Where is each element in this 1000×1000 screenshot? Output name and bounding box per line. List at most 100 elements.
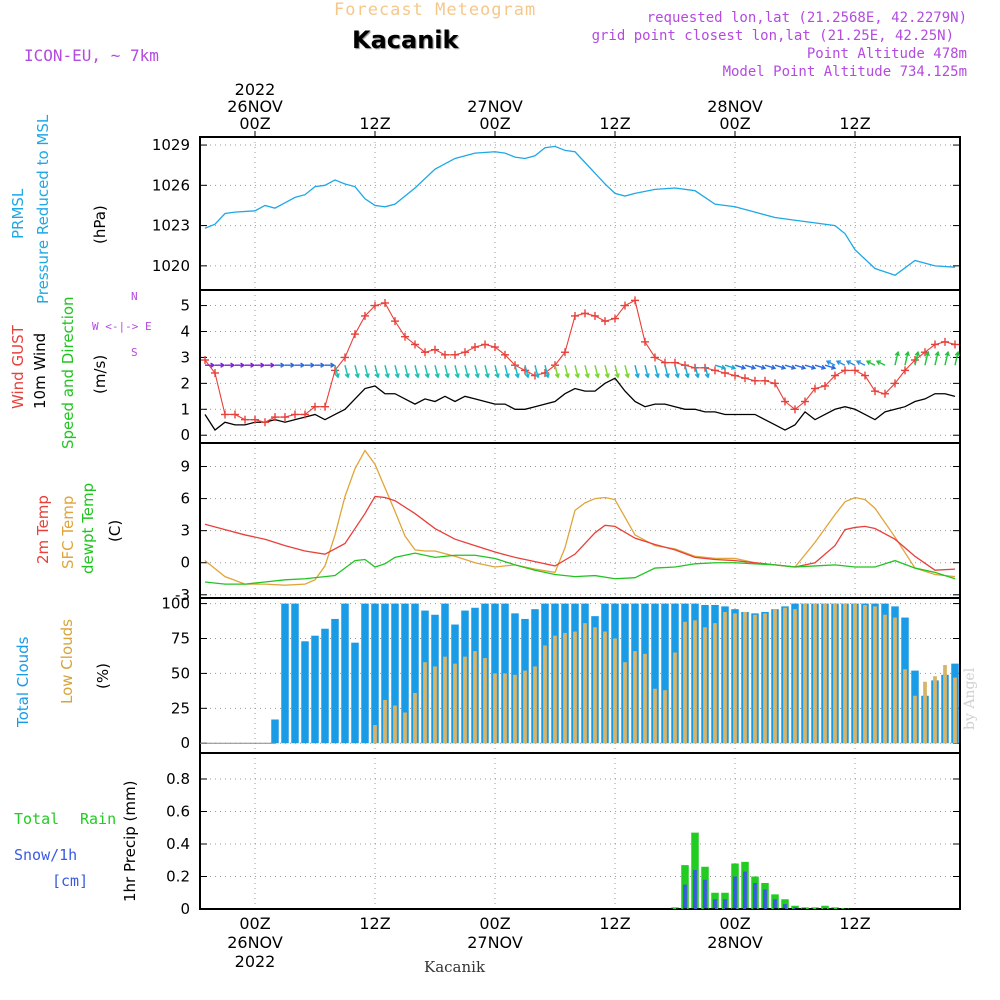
wind-direction-arrowhead — [544, 373, 550, 379]
wind-direction-arrowhead — [330, 362, 336, 368]
wind-direction-arrow — [904, 352, 909, 366]
wind-direction-arrow — [604, 365, 609, 378]
low-cloud-bar — [493, 673, 497, 744]
wind-direction-arrow — [524, 365, 529, 378]
y-tick-label: 0 — [180, 554, 190, 572]
wind-direction-arrow — [454, 365, 459, 378]
low-cloud-bar — [513, 674, 517, 744]
low-cloud-bar — [383, 699, 387, 744]
wind-direction-arrow — [514, 365, 519, 378]
wind-direction-arrowhead — [354, 373, 360, 379]
wind-direction-arrow — [584, 365, 589, 378]
top-time-label: 12Z — [359, 114, 390, 133]
low-cloud-bar — [783, 607, 787, 744]
low-cloud-bar — [553, 635, 557, 744]
wind-direction-arrowhead — [835, 360, 842, 365]
bottom-time-label: 12Z — [599, 914, 630, 933]
snow-bar — [683, 884, 687, 909]
wind-direction-arrowhead — [770, 364, 777, 370]
rain-bar — [811, 907, 819, 909]
wind-direction-arrowhead — [614, 373, 620, 379]
low-cloud-bar — [593, 627, 597, 744]
y-tick-label: 3 — [180, 348, 190, 366]
low-cloud-bar — [893, 617, 897, 744]
wind-direction-arrowhead — [720, 364, 727, 370]
wind-direction-arrowhead — [534, 373, 540, 379]
total-cloud-bar — [401, 603, 409, 744]
top-time-label: 00Z — [479, 114, 510, 133]
wind-direction-arrowhead — [954, 350, 960, 357]
total-cloud-bar — [391, 603, 399, 744]
wind-direction-arrow — [624, 365, 629, 378]
y-tick-label: 6 — [180, 490, 190, 508]
rain-bar — [831, 907, 839, 909]
snow-bar — [753, 883, 757, 909]
compass-north: N — [131, 290, 138, 303]
low-cloud-bar — [933, 676, 937, 744]
wind-direction-arrow — [894, 352, 899, 366]
bottom-time-label: 12Z — [359, 914, 390, 933]
total-cloud-bar — [311, 635, 319, 744]
pressure-line — [204, 145, 956, 276]
wind-direction-arrowhead — [474, 373, 480, 379]
bottom-time-label: 28NOV — [707, 933, 763, 952]
low-cloud-bar — [603, 631, 607, 744]
low-cloud-bar — [613, 638, 617, 744]
wind-direction-arrowhead — [624, 373, 630, 379]
low-cloud-bar — [873, 606, 877, 744]
wind-direction-arrowhead — [394, 373, 400, 379]
wind-direction-arrow — [774, 364, 786, 369]
wind-direction-arrowhead — [750, 364, 757, 370]
low-cloud-bar — [793, 609, 797, 744]
wind-direction-arrow — [644, 365, 649, 378]
wind-direction-arrowhead — [730, 364, 737, 370]
compass-we: W <-|-> E — [92, 320, 152, 333]
y-tick-label: 1020 — [152, 257, 190, 275]
wind-direction-arrowhead — [780, 364, 787, 370]
wind-direction-arrow — [866, 360, 876, 366]
wind-direction-arrow — [836, 360, 846, 366]
wind-direction-arrow — [724, 364, 736, 369]
wind-direction-arrowhead — [434, 373, 440, 379]
y-tick-label: 1026 — [152, 176, 190, 194]
y-tick-label: 4 — [180, 322, 190, 340]
wind-direction-arrowhead — [694, 373, 700, 379]
y-tick-label: 1 — [180, 400, 190, 418]
bottom-time-label: 12Z — [839, 914, 870, 933]
super-title: Forecast Meteogram — [334, 0, 537, 20]
wind-direction-arrow — [334, 365, 339, 378]
wind-direction-arrowhead — [504, 373, 510, 379]
wind-direction-arrowhead — [374, 373, 380, 379]
total-cloud-bar — [291, 603, 299, 744]
wind-direction-arrowhead — [760, 364, 767, 370]
wind-direction-arrowhead — [524, 373, 530, 379]
low-cloud-bar — [523, 670, 527, 744]
wind-direction-arrowhead — [924, 350, 930, 357]
precip-rain-label: Rain — [80, 810, 117, 828]
y-tick-label: -3 — [175, 586, 190, 604]
wind-direction-arrowhead — [654, 373, 660, 379]
rain-bar — [801, 907, 809, 909]
wind-direction-arrow — [464, 365, 469, 378]
wind-direction-arrow — [554, 365, 559, 378]
total-cloud-bar — [371, 603, 379, 744]
y-tick-label: 0.6 — [166, 803, 190, 821]
wind-direction-arrowhead — [220, 362, 226, 368]
precip-total-label: Total — [14, 810, 60, 828]
wind-direction-arrow — [444, 365, 449, 378]
low-cloud-bar — [683, 621, 687, 744]
low-cloud-bar — [573, 631, 577, 744]
total-cloud-bar — [331, 618, 339, 744]
wind-direction-arrowhead — [364, 373, 370, 379]
low-cloud-bar — [673, 652, 677, 744]
wind-direction-arrowhead — [454, 373, 460, 379]
wind-direction-arrowhead — [260, 362, 266, 368]
wind-direction-arrow — [814, 364, 826, 369]
wind-direction-arrow — [804, 364, 816, 369]
panel-frame — [199, 752, 961, 910]
wind-direction-arrow — [384, 365, 389, 378]
wind-direction-arrowhead — [250, 362, 256, 368]
snow-bar — [703, 879, 707, 909]
low-cloud-bar — [473, 651, 477, 744]
wind-direction-arrowhead — [644, 373, 650, 379]
